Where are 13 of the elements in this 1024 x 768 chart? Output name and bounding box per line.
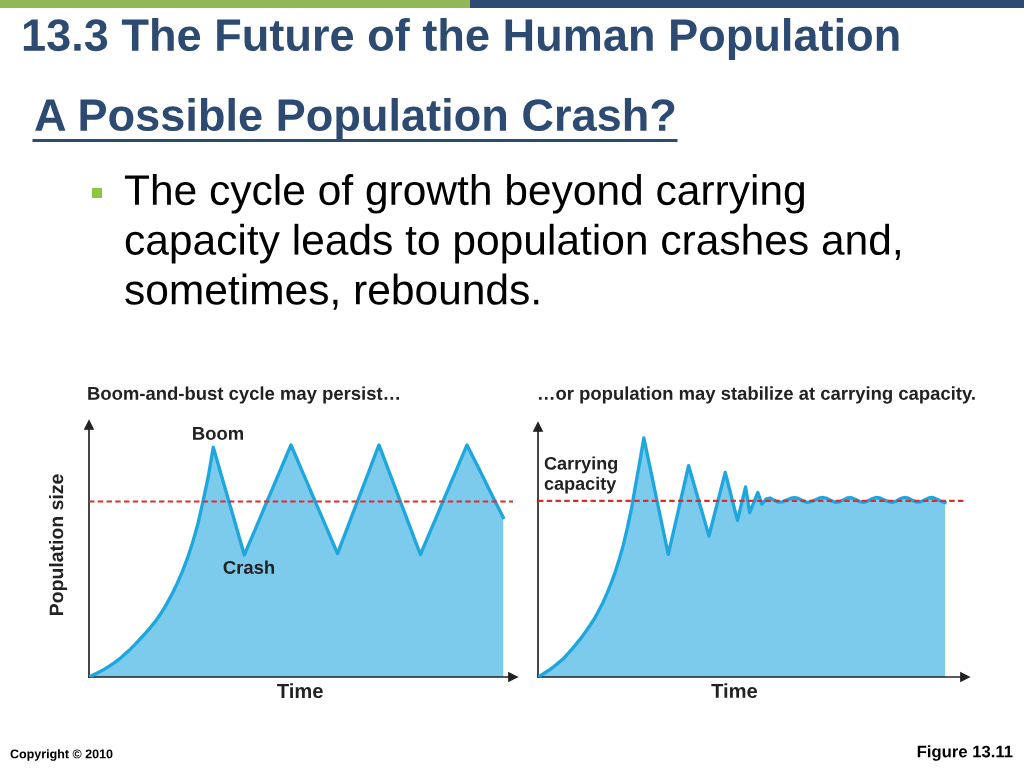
y-axis-title: Population size [48, 474, 68, 615]
text: Boom [193, 427, 244, 440]
annotation: Crash [223, 560, 275, 574]
ref-line-label: Carrying capacity [544, 456, 618, 494]
chart-title: …or population may stabilize at carrying capacity. [539, 386, 975, 404]
text: The cycle of growth beyond carrying capacity leads to population crashes and, sometimes, rebounds. [124, 174, 900, 310]
text: Copyright © 2010 [10, 749, 113, 761]
x-axis-title: Time [277, 683, 323, 699]
x-axis-title: Time [711, 683, 758, 699]
chart-title: Boom-and-bust cycle may persist… [88, 386, 400, 404]
text: A Possible Population Crash? [35, 97, 675, 141]
caption: Figure 13.11 [917, 745, 1013, 761]
text: 13.3 The Future of the Human Population [23, 17, 899, 61]
